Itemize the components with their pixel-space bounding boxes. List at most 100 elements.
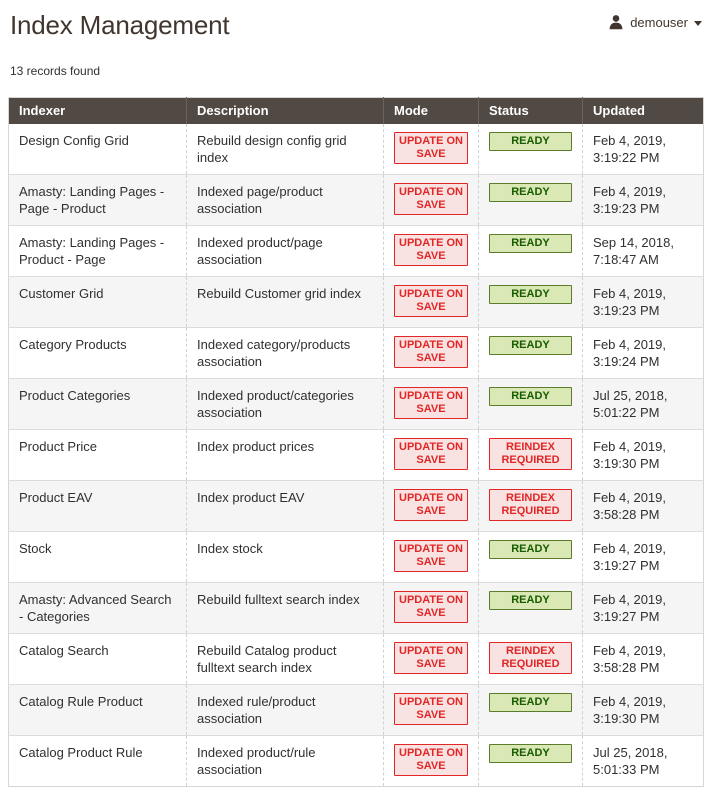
description-cell-text: Indexed product/page association <box>197 235 323 268</box>
updated-cell-text: Feb 4, 2019, 3:19:23 PM <box>593 184 666 217</box>
status-badge: READY <box>489 744 572 764</box>
user-icon <box>608 14 624 30</box>
description-cell: Index stock <box>186 531 384 583</box>
status-cell: READY <box>478 684 583 736</box>
updated-cell: Feb 4, 2019, 3:19:23 PM <box>582 276 704 328</box>
updated-cell-text: Feb 4, 2019, 3:19:24 PM <box>593 337 666 370</box>
table-row: Catalog Rule Product Indexed rule/produc… <box>8 684 704 736</box>
description-cell-text: Rebuild Catalog product fulltext search … <box>197 643 337 676</box>
status-cell: READY <box>478 174 583 226</box>
status-cell: REINDEX REQUIRED <box>478 633 583 685</box>
mode-badge: UPDATE ON SAVE <box>394 132 468 165</box>
description-cell-text: Index product EAV <box>197 490 305 506</box>
mode-cell: UPDATE ON SAVE <box>383 378 479 430</box>
indexer-cell: Category Products <box>8 327 187 379</box>
table-row: Amasty: Landing Pages - Product - Page I… <box>8 225 704 277</box>
mode-badge: UPDATE ON SAVE <box>394 285 468 318</box>
updated-cell: Feb 4, 2019, 3:19:30 PM <box>582 684 704 736</box>
status-badge: READY <box>489 234 572 254</box>
indexer-cell: Amasty: Landing Pages - Page - Product <box>8 174 187 226</box>
indexer-cell-text: Customer Grid <box>19 286 104 302</box>
mode-badge: UPDATE ON SAVE <box>394 591 468 624</box>
status-badge: READY <box>489 336 572 356</box>
status-cell: READY <box>478 531 583 583</box>
status-cell: REINDEX REQUIRED <box>478 429 583 481</box>
indexer-cell: Product Price <box>8 429 187 481</box>
table-row: Category Products Indexed category/produ… <box>8 327 704 379</box>
indexer-cell-text: Amasty: Landing Pages - Product - Page <box>19 235 165 268</box>
status-badge: READY <box>489 183 572 203</box>
indexer-grid: Indexer Description Mode Status Updated … <box>8 97 704 788</box>
updated-cell-text: Feb 4, 2019, 3:19:30 PM <box>593 694 666 727</box>
mode-cell: UPDATE ON SAVE <box>383 174 479 226</box>
table-row: Catalog Search Rebuild Catalog product f… <box>8 633 704 685</box>
updated-cell: Feb 4, 2019, 3:19:30 PM <box>582 429 704 481</box>
mode-badge: UPDATE ON SAVE <box>394 183 468 216</box>
mode-badge: UPDATE ON SAVE <box>394 336 468 369</box>
description-cell-text: Indexed product/rule association <box>197 745 316 778</box>
mode-badge: UPDATE ON SAVE <box>394 693 468 726</box>
indexer-cell-text: Design Config Grid <box>19 133 129 149</box>
indexer-cell: Product EAV <box>8 480 187 532</box>
indexer-cell: Catalog Rule Product <box>8 684 187 736</box>
status-cell: READY <box>478 225 583 277</box>
indexer-cell: Amasty: Landing Pages - Product - Page <box>8 225 187 277</box>
status-badge: READY <box>489 540 572 560</box>
status-badge: REINDEX REQUIRED <box>489 642 572 675</box>
mode-cell: UPDATE ON SAVE <box>383 735 479 787</box>
status-cell: READY <box>478 735 583 787</box>
page-title: Index Management <box>10 10 230 40</box>
mode-badge: UPDATE ON SAVE <box>394 234 468 267</box>
mode-cell: UPDATE ON SAVE <box>383 124 479 175</box>
indexer-cell-text: Catalog Search <box>19 643 109 659</box>
mode-cell: UPDATE ON SAVE <box>383 480 479 532</box>
table-row: Catalog Product Rule Indexed product/rul… <box>8 735 704 787</box>
status-cell: READY <box>478 378 583 430</box>
user-menu-button[interactable]: demouser <box>608 14 702 30</box>
table-row: Amasty: Landing Pages - Page - Product I… <box>8 174 704 226</box>
mode-cell: UPDATE ON SAVE <box>383 582 479 634</box>
description-cell-text: Index product prices <box>197 439 315 455</box>
indexer-cell-text: Product Price <box>19 439 98 455</box>
status-cell: READY <box>478 327 583 379</box>
updated-cell-text: Feb 4, 2019, 3:19:23 PM <box>593 286 666 319</box>
mode-badge: UPDATE ON SAVE <box>394 642 468 675</box>
updated-cell-text: Jul 25, 2018, 5:01:22 PM <box>593 388 668 421</box>
mode-badge: UPDATE ON SAVE <box>394 489 468 522</box>
status-cell: REINDEX REQUIRED <box>478 480 583 532</box>
indexer-cell: Stock <box>8 531 187 583</box>
updated-cell-text: Feb 4, 2019, 3:19:22 PM <box>593 133 666 166</box>
column-header-mode[interactable]: Mode <box>383 97 479 125</box>
description-cell-text: Indexed rule/product association <box>197 694 316 727</box>
table-row: Product EAV Index product EAV UPDATE ON … <box>8 480 704 532</box>
description-cell-text: Indexed product/categories association <box>197 388 354 421</box>
mode-cell: UPDATE ON SAVE <box>383 276 479 328</box>
table-row: Stock Index stock UPDATE ON SAVE READY F… <box>8 531 704 583</box>
user-name: demouser <box>630 14 688 30</box>
description-cell: Rebuild fulltext search index <box>186 582 384 634</box>
column-header-description[interactable]: Description <box>186 97 384 125</box>
records-found-text: 13 records found <box>10 64 101 79</box>
indexer-cell-text: Category Products <box>19 337 127 353</box>
updated-cell-text: Sep 14, 2018, 7:18:47 AM <box>593 235 674 268</box>
mode-cell: UPDATE ON SAVE <box>383 429 479 481</box>
updated-cell-text: Jul 25, 2018, 5:01:33 PM <box>593 745 668 778</box>
status-badge: READY <box>489 132 572 152</box>
indexer-cell: Amasty: Advanced Search - Categories <box>8 582 187 634</box>
updated-cell: Feb 4, 2019, 3:58:28 PM <box>582 480 704 532</box>
table-row: Amasty: Advanced Search - Categories Reb… <box>8 582 704 634</box>
page-header: Index Management demouser <box>8 8 704 41</box>
indexer-cell-text: Catalog Rule Product <box>19 694 143 710</box>
description-cell: Index product prices <box>186 429 384 481</box>
mode-cell: UPDATE ON SAVE <box>383 531 479 583</box>
description-cell: Indexed page/product association <box>186 174 384 226</box>
column-header-indexer[interactable]: Indexer <box>8 97 187 125</box>
mode-badge: UPDATE ON SAVE <box>394 387 468 420</box>
mode-cell: UPDATE ON SAVE <box>383 327 479 379</box>
description-cell: Index product EAV <box>186 480 384 532</box>
indexer-grid-head: Indexer Description Mode Status Updated <box>8 97 704 125</box>
column-header-status[interactable]: Status <box>478 97 583 125</box>
column-header-updated[interactable]: Updated <box>582 97 704 125</box>
mode-cell: UPDATE ON SAVE <box>383 633 479 685</box>
